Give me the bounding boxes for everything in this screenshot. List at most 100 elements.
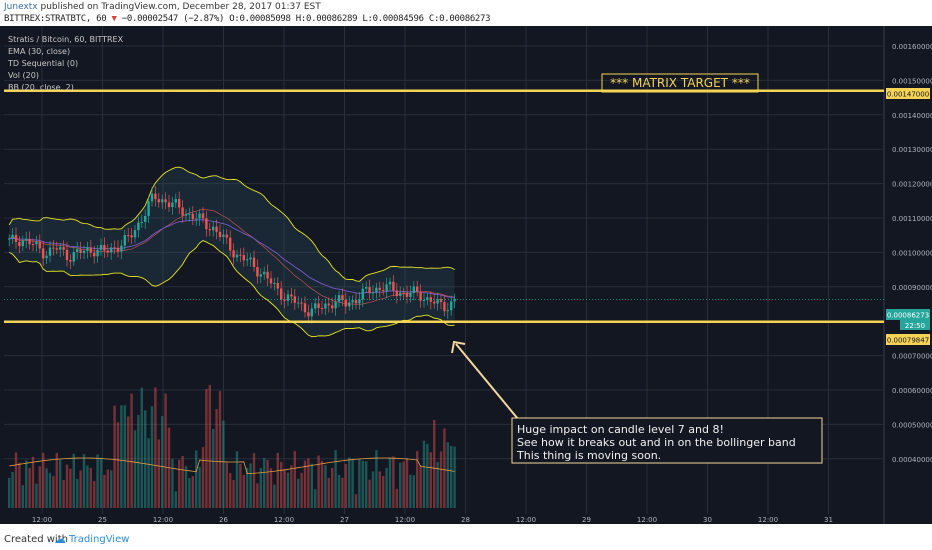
symbol: BITTREX:STRATBTC, 60: [4, 14, 107, 24]
candle-body: [331, 305, 334, 309]
candle-body: [11, 234, 14, 239]
candle-body: [120, 245, 123, 252]
tradingview-brand[interactable]: TradingView: [69, 534, 130, 545]
footer: Created with ☁ TradingView: [0, 528, 932, 550]
created-with-text: Created with: [4, 534, 68, 545]
candle-body: [167, 202, 171, 208]
candle-body: [385, 284, 388, 292]
candle-body: [45, 255, 48, 259]
last-price-label: 0.00086273: [887, 312, 929, 320]
last-price-badge: [886, 309, 930, 320]
candle-body: [161, 199, 164, 203]
volume-bar: [178, 459, 181, 508]
volume-bar: [28, 468, 31, 508]
volume-bar: [419, 465, 422, 508]
volume-bar: [171, 459, 174, 508]
candle-body: [297, 302, 300, 304]
legend-bb[interactable]: BB (20, close, 2): [8, 83, 74, 92]
candle-body: [310, 308, 313, 317]
volume-bar: [283, 469, 286, 508]
candle-body: [426, 297, 429, 301]
candle-body: [354, 300, 358, 304]
volume-bar: [450, 446, 453, 508]
volume-bar: [416, 451, 419, 508]
volume-bar: [433, 419, 436, 508]
candle-body: [215, 226, 218, 232]
author-link[interactable]: Junextx: [4, 2, 38, 12]
time-tick-label: 31: [824, 516, 833, 524]
candle-body: [439, 299, 443, 303]
volume-bar: [79, 470, 82, 508]
volume-bar: [127, 416, 130, 508]
volume-bar: [307, 458, 310, 508]
candle-body: [212, 226, 215, 231]
volume-bar: [436, 461, 439, 508]
chart-pane[interactable]: Stratis / Bitcoin, 60, BITTREX EMA (30, …: [0, 26, 932, 524]
volume-bar: [188, 478, 191, 508]
volume-bar: [232, 480, 235, 508]
volume-bar: [365, 461, 368, 508]
volume-bar: [150, 406, 154, 508]
candle-body: [409, 292, 412, 297]
candle-body: [171, 202, 174, 208]
candle-body: [351, 300, 354, 303]
volume-bar: [280, 461, 283, 508]
candle-body: [419, 291, 422, 301]
volume-bar: [409, 474, 412, 508]
volume-bar: [286, 472, 290, 508]
volume-bar: [388, 457, 392, 508]
volume-bar: [252, 452, 256, 508]
price-chart[interactable]: Stratis / Bitcoin, 60, BITTREX EMA (30, …: [0, 26, 932, 524]
candle-body: [69, 260, 72, 262]
candle-body: [256, 267, 259, 277]
volume-bar: [290, 465, 293, 508]
volume-bar: [453, 446, 456, 508]
candle-body: [252, 257, 256, 268]
publish-text: published on TradingView.com, December 2…: [40, 2, 321, 12]
volume-bar: [144, 410, 147, 508]
legend-ema[interactable]: EMA (30, close): [8, 47, 70, 56]
legend-vol[interactable]: Vol (20): [8, 71, 39, 80]
candle-body: [130, 235, 133, 238]
candle-body: [402, 292, 405, 294]
volume-bar: [405, 458, 409, 508]
candle-body: [28, 238, 31, 245]
candle-body: [79, 249, 82, 253]
candle-body: [198, 213, 201, 219]
candle-body: [365, 287, 368, 289]
candle-body: [116, 247, 120, 252]
volume-bar: [120, 405, 123, 508]
candle-body: [246, 259, 249, 261]
candle-body: [371, 292, 375, 294]
volume-bar: [140, 387, 143, 508]
volume-bar: [361, 460, 364, 508]
volume-bar: [276, 452, 279, 508]
volume-bar: [42, 452, 45, 508]
candle-body: [314, 303, 317, 309]
time-tick-label: 30: [703, 516, 712, 524]
price-tick-label: 0.00130000: [892, 146, 932, 154]
candle-body: [164, 199, 167, 203]
candle-body: [235, 254, 239, 258]
volume-bar: [422, 440, 426, 508]
volume-bar: [317, 455, 320, 508]
matrix-target-label: *** MATRIX TARGET ***: [610, 76, 750, 90]
volume-bar: [215, 408, 218, 508]
volume-bar: [65, 464, 69, 508]
volume-bar: [225, 462, 228, 508]
candle-body: [399, 292, 402, 296]
volume-bar: [399, 462, 402, 508]
target-price-label: 0.00147000: [887, 91, 929, 99]
volume-bar: [89, 467, 92, 508]
tradingview-logo-icon: ☁: [54, 532, 66, 546]
volume-bar: [31, 456, 35, 508]
legend-td[interactable]: TD Sequential (0): [7, 59, 78, 68]
candle-body: [446, 310, 449, 312]
price-tick-label: 0.00050000: [892, 421, 932, 429]
candle-body: [76, 249, 79, 252]
volume-bar: [123, 405, 126, 508]
volume-bar: [201, 447, 205, 508]
candle-body: [137, 222, 140, 231]
countdown-badge: [900, 320, 930, 330]
candle-body: [433, 301, 436, 304]
